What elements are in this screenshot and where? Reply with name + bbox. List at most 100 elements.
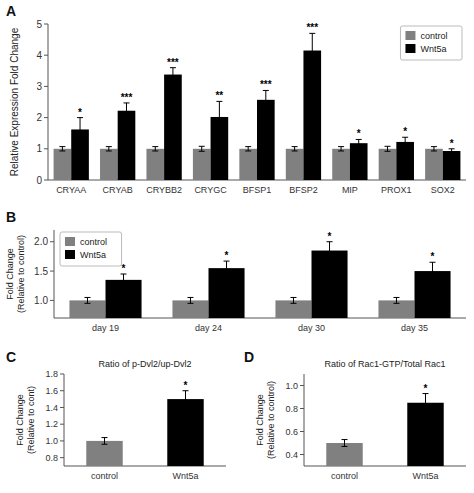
y-tick <box>44 86 48 87</box>
error-bar <box>152 147 158 151</box>
y-tick <box>60 407 64 408</box>
error-cap <box>187 297 193 298</box>
error-cap <box>327 259 333 260</box>
error-line <box>108 147 109 151</box>
x-tick-label: PROX1 <box>381 185 412 195</box>
annotations: * <box>184 380 188 391</box>
error-line <box>293 297 294 303</box>
annotations: * <box>424 383 428 394</box>
error-cap <box>393 297 399 298</box>
x-tick-label: Wnt5a <box>412 471 438 481</box>
error-bar <box>77 118 83 142</box>
error-cap <box>431 146 437 147</box>
error-bar <box>224 261 230 275</box>
bar <box>312 251 348 318</box>
x-tick-label: CRYBB2 <box>146 185 182 195</box>
x-tick-label: day 19 <box>92 323 119 333</box>
error-bar <box>431 147 437 151</box>
error-bar <box>121 274 127 286</box>
error-bar <box>290 297 296 303</box>
legend: controlWnt5a <box>400 26 462 60</box>
y-tick <box>44 117 48 118</box>
y-tick-label: 0 <box>36 175 42 186</box>
y-tick <box>60 424 64 425</box>
error-line <box>312 33 313 67</box>
bar <box>332 149 350 180</box>
error-cap <box>152 150 158 151</box>
y-tick <box>60 390 64 391</box>
error-cap <box>106 150 112 151</box>
error-line <box>358 139 359 146</box>
error-line <box>104 438 105 445</box>
panel: CRatio of p-Dvl2/up-Dvl20.81.01.21.41.61… <box>6 349 226 493</box>
bar <box>257 100 275 180</box>
y-tick <box>50 271 54 272</box>
legend-box <box>400 26 462 60</box>
plot-area <box>326 394 443 466</box>
y-axis-label-line: Relative Expression Fold Change <box>9 27 20 176</box>
bar <box>167 399 203 466</box>
error-line <box>80 118 81 142</box>
y-axis-label: Relative Expression Fold Change <box>9 27 20 176</box>
y-tick-label: 1.0 <box>34 295 48 306</box>
title: Ratio of Rac1-GTP/Total Rac1 <box>324 359 445 369</box>
error-bar <box>199 146 205 151</box>
error-cap <box>356 146 362 147</box>
bar <box>275 300 311 318</box>
y-tick-label: 2 <box>36 112 42 123</box>
y-axis-label-line: (Relative to cont) <box>26 386 36 454</box>
significance: * <box>403 126 407 137</box>
y-axis <box>64 374 65 466</box>
error-cap <box>106 146 112 147</box>
error-line <box>123 274 124 286</box>
error-cap <box>183 407 189 408</box>
y-axis-label-line: (Relative to control) <box>266 381 276 459</box>
error-line <box>248 147 249 151</box>
y-tick-label: 1.0 <box>45 436 58 446</box>
panel-letter: A <box>6 3 16 19</box>
x-tick-label: BFSP1 <box>243 185 272 195</box>
error-bar <box>245 147 251 151</box>
error-cap <box>342 439 348 440</box>
bar <box>350 143 368 180</box>
error-bar <box>187 297 193 303</box>
y-axis <box>54 230 55 318</box>
error-cap <box>393 303 399 304</box>
y-tick <box>300 431 304 432</box>
error-cap <box>59 146 65 147</box>
bar <box>86 441 122 466</box>
error-cap <box>245 150 251 151</box>
bar <box>378 300 414 318</box>
bar <box>326 443 362 466</box>
bar <box>379 149 397 180</box>
legend-label: Wnt5a <box>420 44 446 54</box>
error-cap <box>59 150 65 151</box>
y-tick <box>44 55 48 56</box>
y-tick-label: 5 <box>36 19 42 30</box>
y-tick-label: 1.5 <box>34 266 48 277</box>
x-tick-label: control <box>91 471 118 481</box>
bar <box>396 142 414 180</box>
error-cap <box>292 146 298 147</box>
x-tick-label: Wnt5a <box>172 471 198 481</box>
significance: * <box>78 107 82 118</box>
error-line <box>87 297 88 303</box>
annotations: **** <box>122 231 435 274</box>
error-line <box>432 262 433 280</box>
significance: * <box>122 263 126 274</box>
error-line <box>433 147 434 151</box>
significance: * <box>225 250 229 261</box>
error-line <box>341 147 342 151</box>
error-cap <box>423 411 429 412</box>
error-line <box>201 146 202 151</box>
bar <box>118 111 136 180</box>
y-tick <box>44 24 48 25</box>
error-cap <box>402 146 408 147</box>
y-axis-label: Fold Change(Relative to cont) <box>15 386 36 454</box>
error-line <box>62 147 63 151</box>
error-line <box>344 440 345 447</box>
error-cap <box>385 151 391 152</box>
error-line <box>329 242 330 260</box>
error-bar <box>402 137 408 146</box>
error-line <box>226 261 227 275</box>
